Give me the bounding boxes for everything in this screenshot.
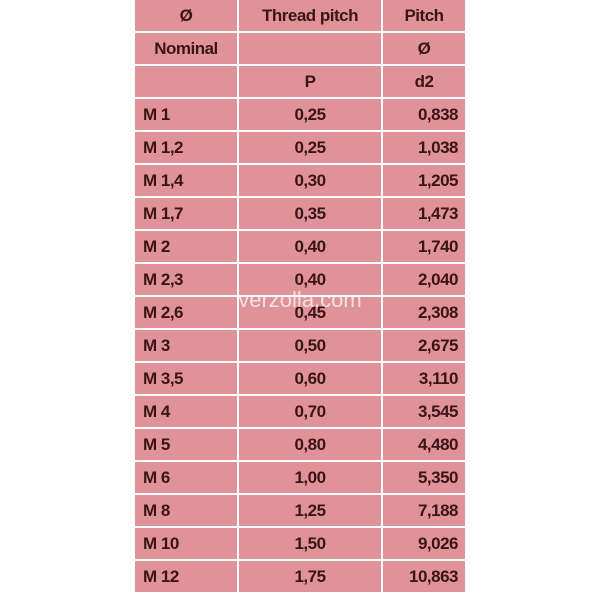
table-cell: 1,25 xyxy=(239,495,381,526)
table-cell: 0,35 xyxy=(239,198,381,229)
header-cell: Nominal xyxy=(135,33,237,64)
table-cell: 2,308 xyxy=(383,297,465,328)
table-cell: M 4 xyxy=(135,396,237,427)
table-cell: 10,863 xyxy=(383,561,465,592)
table-cell: M 12 xyxy=(135,561,237,592)
table-cell: M 1,7 xyxy=(135,198,237,229)
table-cell: 0,45 xyxy=(239,297,381,328)
table-cell: 1,740 xyxy=(383,231,465,262)
table-cell: M 10 xyxy=(135,528,237,559)
table-cell: 1,50 xyxy=(239,528,381,559)
table-cell: 0,40 xyxy=(239,264,381,295)
table-cell: 0,50 xyxy=(239,330,381,361)
header-cell: Thread pitch xyxy=(239,0,381,31)
table-cell: 0,40 xyxy=(239,231,381,262)
header-cell: Ø xyxy=(135,0,237,31)
table-cell: M 8 xyxy=(135,495,237,526)
table-cell: 3,545 xyxy=(383,396,465,427)
table-cell: 1,75 xyxy=(239,561,381,592)
table-cell: 5,350 xyxy=(383,462,465,493)
table-cell: M 5 xyxy=(135,429,237,460)
header-cell: P xyxy=(239,66,381,97)
table-cell: 7,188 xyxy=(383,495,465,526)
table-cell: M 2,3 xyxy=(135,264,237,295)
table-cell: 9,026 xyxy=(383,528,465,559)
table-cell: 1,00 xyxy=(239,462,381,493)
table-cell: 1,205 xyxy=(383,165,465,196)
watermark: verzolla.com xyxy=(238,287,362,312)
table-cell: M 2 xyxy=(135,231,237,262)
table-cell: 0,25 xyxy=(239,99,381,130)
table-cell: 3,110 xyxy=(383,363,465,394)
table-cell: 1,473 xyxy=(383,198,465,229)
table-cell: 0,70 xyxy=(239,396,381,427)
table-cell: 0,30 xyxy=(239,165,381,196)
table-cell: 4,480 xyxy=(383,429,465,460)
table-cell: 2,675 xyxy=(383,330,465,361)
header-cell: Ø xyxy=(383,33,465,64)
header-cell: Pitch xyxy=(383,0,465,31)
header-cell: d2 xyxy=(383,66,465,97)
table-cell: M 2,6 xyxy=(135,297,237,328)
header-cell xyxy=(239,33,381,64)
table-cell: 0,25 xyxy=(239,132,381,163)
table-cell: M 6 xyxy=(135,462,237,493)
table-cell: 2,040 xyxy=(383,264,465,295)
header-cell xyxy=(135,66,237,97)
table-cell: M 3 xyxy=(135,330,237,361)
table-cell: M 1 xyxy=(135,99,237,130)
table-cell: 1,038 xyxy=(383,132,465,163)
table-cell: M 1,4 xyxy=(135,165,237,196)
table-cell: M 1,2 xyxy=(135,132,237,163)
table-cell: 0,60 xyxy=(239,363,381,394)
table-cell: 0,80 xyxy=(239,429,381,460)
table-cell: M 3,5 xyxy=(135,363,237,394)
table-cell: 0,838 xyxy=(383,99,465,130)
